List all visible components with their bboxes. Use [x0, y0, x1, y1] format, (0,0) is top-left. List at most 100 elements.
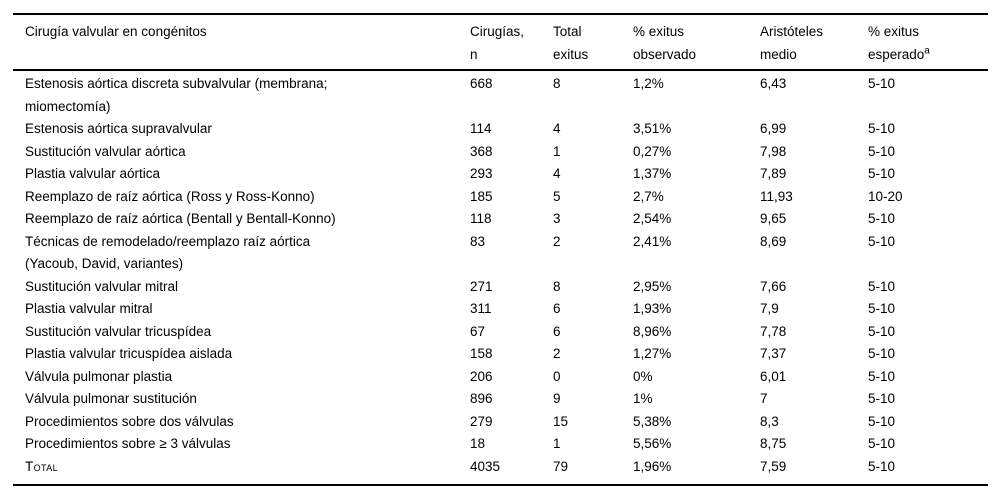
cell-pct-exitus-observado: 1,93% — [633, 301, 672, 316]
cell-cirugias-n: 279 — [470, 413, 493, 429]
col-header-label: medio — [760, 46, 797, 62]
cell-aristoteles-medio: 7,78 — [760, 323, 787, 339]
col-header-pct-exitus-observado: % exitus observado — [621, 13, 748, 71]
cell-aristoteles-medio: 7,66 — [760, 278, 787, 294]
cell-aristoteles-medio: 9,65 — [760, 211, 787, 226]
cell-pct-exitus-esperado: 5-10 — [868, 233, 896, 249]
table-row: Plastia valvular aórtica 293 4 1,37% 7,89 5-1… — [13, 163, 988, 186]
cell-pct-exitus-observado: 2,54% — [633, 211, 672, 226]
surgery-outcomes-table: Cirugía valvular en congénitos Cirugías,… — [13, 13, 988, 486]
cell-cirugias-n: 668 — [470, 76, 493, 91]
cell-pct-exitus-observado: 1,37% — [633, 166, 672, 181]
cell-pct-exitus-observado: 2,7% — [633, 188, 664, 204]
cell-total-exitus: 8 — [553, 76, 561, 91]
col-header-label: observado — [633, 46, 697, 62]
cell-pct-exitus-esperado: 5-10 — [868, 346, 896, 361]
cell-total-exitus: 1 — [553, 143, 561, 159]
cell-total-exitus: 4 — [553, 166, 561, 181]
cell-total-exitus: 2 — [553, 346, 561, 361]
cell-aristoteles-medio: 8,75 — [760, 436, 787, 451]
cell-pct-exitus-observado: 5,56% — [633, 436, 672, 451]
cell-procedimiento: Válvula pulmonar sustitución — [25, 391, 197, 406]
cell-aristoteles-medio: 7,9 — [760, 301, 779, 316]
cell-procedimiento: Sustitución valvular tricuspídea — [25, 323, 212, 339]
cell-pct-exitus-observado: 1,27% — [633, 346, 672, 361]
cell-procedimiento: Procedimientos sobre ≥ 3 válvulas — [25, 436, 231, 451]
cell-cirugias-n: 158 — [470, 346, 493, 361]
cell-pct-exitus-observado: 5,38% — [633, 413, 672, 429]
cell-pct-exitus-esperado: 5-10 — [868, 76, 896, 91]
cell-cirugias-n: 18 — [470, 436, 486, 451]
col-header-label: Total — [553, 24, 582, 39]
cell-pct-exitus-esperado: 5-10 — [868, 211, 896, 226]
table-row: Reemplazo de raíz aórtica (Bentall y Ben… — [13, 208, 988, 231]
cell-total-exitus: 79 — [541, 455, 621, 486]
cell-pct-exitus-esperado: 5-10 — [868, 368, 896, 384]
table-row: Estenosis aórtica supravalvular 114 4 3,51%… — [13, 118, 988, 141]
cell-pct-exitus-esperado: 10-20 — [868, 188, 903, 204]
cell-procedimiento: Total — [13, 455, 458, 486]
table-row: Procedimientos sobre dos válvulas 279 15 5,… — [13, 411, 988, 434]
cell-cirugias-n: 311 — [470, 301, 492, 316]
cell-pct-exitus-esperado: 5-10 — [868, 301, 896, 316]
cell-pct-exitus-observado: 2,95% — [633, 278, 672, 294]
table-body: Estenosis aórtica discreta subvalvular (… — [13, 70, 988, 486]
cell-pct-exitus-esperado: 5-10 — [868, 121, 896, 136]
cell-pct-exitus-observado: 1,2% — [633, 76, 664, 91]
table-row: Técnicas de remodelado/reemplazo raíz aó… — [13, 231, 988, 276]
cell-aristoteles-medio: 7,89 — [760, 166, 787, 181]
cell-cirugias-n: 83 — [470, 233, 486, 249]
cell-aristoteles-medio: 8,69 — [760, 233, 787, 249]
cell-cirugias-n: 206 — [470, 368, 493, 384]
cell-cirugias-n: 114 — [470, 121, 492, 136]
col-header-label: Cirugía valvular en congénitos — [25, 24, 207, 39]
cell-procedimiento: Técnicas de remodelado/reemplazo raíz aó… — [25, 233, 311, 272]
cell-aristoteles-medio: 6,99 — [760, 121, 787, 136]
cell-cirugias-n: 4035 — [458, 455, 541, 486]
cell-total-exitus: 9 — [553, 391, 561, 406]
cell-aristoteles-medio: 7,98 — [760, 143, 787, 159]
cell-procedimiento: Válvula pulmonar plastia — [25, 368, 173, 384]
table-row: Reemplazo de raíz aórtica (Ross y Ross-K… — [13, 186, 988, 209]
cell-pct-exitus-observado: 8,96% — [633, 323, 672, 339]
col-header-cirugias-n: Cirugías, n — [458, 13, 541, 71]
col-header-total-exitus: Total exitus — [541, 13, 621, 71]
cell-pct-exitus-esperado: 5-10 — [868, 323, 896, 339]
cell-aristoteles-medio: 6,01 — [760, 368, 787, 384]
cell-total-exitus: 3 — [553, 211, 561, 226]
cell-cirugias-n: 118 — [470, 211, 492, 226]
cell-aristoteles-medio: 11,93 — [760, 188, 793, 204]
col-header-label: exitus — [553, 46, 589, 62]
col-header-label: Aristóteles — [760, 24, 824, 39]
cell-cirugias-n: 293 — [470, 166, 493, 181]
cell-procedimiento: Estenosis aórtica supravalvular — [25, 121, 212, 136]
col-header-aristoteles-medio: Aristóteles medio — [748, 13, 856, 71]
cell-aristoteles-medio: 6,43 — [760, 76, 787, 91]
cell-pct-exitus-observado: 0% — [633, 368, 653, 384]
table-row: Estenosis aórtica discreta subvalvular (… — [13, 70, 988, 118]
col-header-pct-exitus-esperado: % exitus esperadoa — [856, 13, 988, 71]
cell-procedimiento: Plastia valvular mitral — [25, 301, 153, 316]
cell-pct-exitus-esperado: 5-10 — [868, 143, 896, 159]
cell-aristoteles-medio: 7 — [760, 391, 768, 406]
cell-aristoteles-medio: 8,3 — [760, 413, 779, 429]
cell-pct-exitus-esperado: 5-10 — [856, 455, 988, 486]
header-row: Cirugía valvular en congénitos Cirugías,… — [13, 13, 988, 71]
cell-total-exitus: 8 — [553, 278, 561, 294]
cell-total-exitus: 2 — [553, 233, 561, 249]
cell-cirugias-n: 67 — [470, 323, 486, 339]
cell-total-exitus: 6 — [553, 323, 561, 339]
cell-cirugias-n: 896 — [470, 391, 493, 406]
cell-procedimiento: Plastia valvular tricuspídea aislada — [25, 346, 233, 361]
cell-total-exitus: 5 — [553, 188, 561, 204]
col-header-label: % exitus — [868, 24, 920, 39]
table-row: Total 4035 79 1,96% 7,59 5-10 — [13, 455, 988, 486]
cell-total-exitus: 15 — [553, 413, 569, 429]
col-header-label: esperado — [868, 46, 925, 62]
cell-pct-exitus-observado: 0,27% — [633, 143, 672, 159]
cell-procedimiento: Plastia valvular aórtica — [25, 166, 161, 181]
col-header-label: Cirugías, — [470, 24, 525, 39]
footnote-marker: a — [924, 45, 930, 56]
cell-procedimiento: Sustitución valvular mitral — [25, 278, 179, 294]
cell-pct-exitus-esperado: 5-10 — [868, 391, 896, 406]
